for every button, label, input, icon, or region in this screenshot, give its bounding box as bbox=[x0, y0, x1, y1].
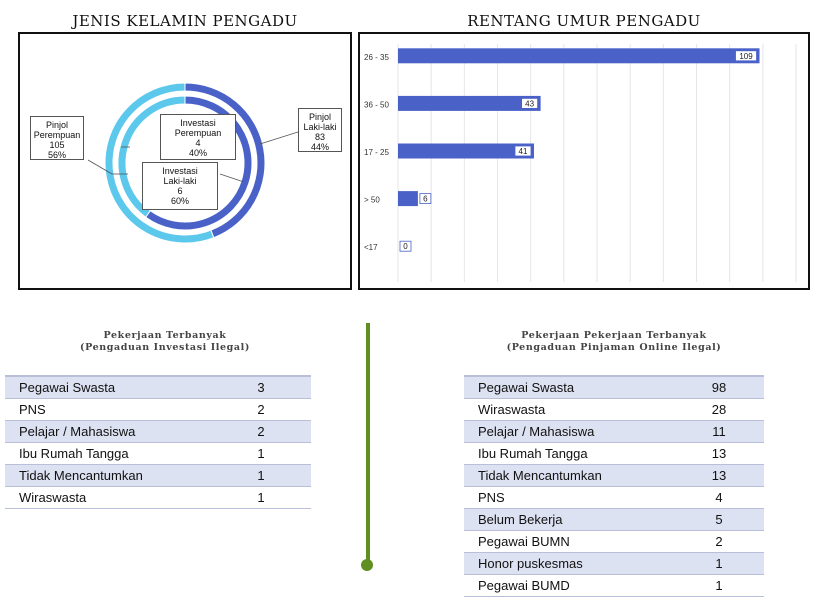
occupation-count: 11 bbox=[674, 420, 764, 443]
occupation-count: 13 bbox=[674, 464, 764, 487]
callout-investasi-laki-laki: Investasi Laki-laki 6 60% bbox=[142, 162, 218, 210]
occupation-label: Ibu Rumah Tangga bbox=[5, 442, 211, 465]
investasi-table-title: Pekerjaan Terbanyak (Pengaduan Investasi… bbox=[80, 330, 250, 353]
table-row: Honor puskesmas 1 bbox=[464, 552, 764, 575]
data-label: 43 bbox=[525, 99, 534, 108]
occupation-label: Pegawai Swasta bbox=[5, 375, 211, 399]
pinjol-table-title: Pekerjaan Pekerjaan Terbanyak (Pengaduan… bbox=[506, 330, 722, 353]
data-label-box bbox=[514, 145, 532, 157]
occupation-count: 4 bbox=[674, 486, 764, 509]
occupation-label: Wiraswasta bbox=[5, 486, 211, 509]
investasi-occupation-table: Pegawai Swasta 3 PNS 2 Pelajar / Mahasiswa 2 I… bbox=[5, 375, 311, 509]
occupation-count: 3 bbox=[211, 375, 311, 399]
occupation-label: Honor puskesmas bbox=[464, 552, 674, 575]
occupation-count: 2 bbox=[211, 398, 311, 421]
bar bbox=[398, 191, 418, 207]
bar bbox=[398, 95, 541, 111]
data-label-box bbox=[419, 193, 432, 205]
occupation-label: Wiraswasta bbox=[464, 398, 674, 421]
category-tick-label: 36 - 50 bbox=[364, 100, 389, 109]
table-row: Wiraswasta 1 bbox=[5, 486, 311, 509]
table-row: Pelajar / Mahasiswa 11 bbox=[464, 420, 764, 443]
occupation-label: PNS bbox=[464, 486, 674, 509]
occupation-label: PNS bbox=[5, 398, 211, 421]
data-label: 109 bbox=[739, 52, 753, 61]
occupation-count: 28 bbox=[674, 398, 764, 421]
data-label: 41 bbox=[519, 147, 528, 156]
category-tick-label: 17 - 25 bbox=[364, 148, 389, 157]
table-row: Pegawai Swasta 98 bbox=[464, 375, 764, 399]
table-row: Wiraswasta 28 bbox=[464, 398, 764, 421]
data-label: 6 bbox=[423, 195, 428, 204]
donut-chart-title: JENIS KELAMIN PENGADU bbox=[72, 12, 298, 30]
occupation-label: Pegawai BUMN bbox=[464, 530, 674, 553]
table-row: Tidak Mencantumkan 13 bbox=[464, 464, 764, 487]
table-row: Pelajar / Mahasiswa 2 bbox=[5, 420, 311, 443]
data-label: 0 bbox=[403, 242, 408, 251]
callout-pinjol-perempuan: Pinjol Perempuan 105 56% bbox=[30, 116, 84, 160]
leader-line bbox=[87, 159, 113, 175]
category-tick-label: 26 - 35 bbox=[364, 53, 389, 62]
bar bbox=[398, 143, 534, 159]
leader-line bbox=[259, 131, 299, 145]
occupation-count: 1 bbox=[211, 486, 311, 509]
occupation-count: 2 bbox=[674, 530, 764, 553]
category-tick-label: <17 bbox=[364, 243, 378, 252]
table-row: Pegawai Swasta 3 bbox=[5, 375, 311, 399]
occupation-count: 2 bbox=[211, 420, 311, 443]
vertical-divider bbox=[366, 323, 370, 565]
bar bbox=[398, 48, 760, 64]
occupation-label: Pelajar / Mahasiswa bbox=[5, 420, 211, 443]
occupation-label: Pegawai BUMD bbox=[464, 574, 674, 597]
occupation-label: Tidak Mencantumkan bbox=[5, 464, 211, 487]
occupation-count: 1 bbox=[674, 552, 764, 575]
table-row: Pegawai BUMN 2 bbox=[464, 530, 764, 553]
bar-chart-title: RENTANG UMUR PENGADU bbox=[467, 12, 701, 30]
occupation-label: Ibu Rumah Tangga bbox=[464, 442, 674, 465]
occupation-count: 13 bbox=[674, 442, 764, 465]
divider-dot bbox=[361, 559, 373, 571]
pinjol-occupation-table: Pegawai Swasta 98 Wiraswasta 28 Pelajar / Ma… bbox=[464, 375, 764, 597]
callout-pinjol-laki-laki: Pinjol Laki-laki 83 44% bbox=[298, 108, 342, 152]
table-row: PNS 2 bbox=[5, 398, 311, 421]
data-label-box bbox=[735, 50, 757, 62]
bar-chart: 26 - 35 109 36 - 50 43 17 - 25 41 > 50 6 <17 0 bbox=[364, 44, 797, 282]
table-row: Ibu Rumah Tangga 13 bbox=[464, 442, 764, 465]
callout-investasi-perempuan: Investasi Perempuan 4 40% bbox=[160, 114, 236, 160]
donut-chart-panel: Pinjol Perempuan 105 56% Investasi Perem… bbox=[18, 32, 352, 290]
occupation-label: Tidak Mencantumkan bbox=[464, 464, 674, 487]
data-label-box bbox=[521, 98, 539, 109]
occupation-count: 1 bbox=[211, 442, 311, 465]
data-label-box bbox=[399, 240, 412, 252]
donut-slice-pinjol-perempuan bbox=[104, 82, 215, 244]
table-row: PNS 4 bbox=[464, 486, 764, 509]
leader-line bbox=[219, 173, 245, 183]
table-row: Pegawai BUMD 1 bbox=[464, 574, 764, 597]
occupation-label: Belum Bekerja bbox=[464, 508, 674, 531]
occupation-label: Pelajar / Mahasiswa bbox=[464, 420, 674, 443]
category-tick-label: > 50 bbox=[364, 196, 380, 205]
table-row: Belum Bekerja 5 bbox=[464, 508, 764, 531]
occupation-count: 1 bbox=[674, 574, 764, 597]
occupation-count: 5 bbox=[674, 508, 764, 531]
occupation-count: 98 bbox=[674, 375, 764, 399]
occupation-count: 1 bbox=[211, 464, 311, 487]
donut-chart bbox=[87, 82, 299, 244]
table-row: Tidak Mencantumkan 1 bbox=[5, 464, 311, 487]
occupation-label: Pegawai Swasta bbox=[464, 375, 674, 399]
bar-chart-panel: 26 - 35 109 36 - 50 43 17 - 25 41 > 50 6 <17 0 bbox=[358, 32, 810, 290]
table-row: Ibu Rumah Tangga 1 bbox=[5, 442, 311, 465]
